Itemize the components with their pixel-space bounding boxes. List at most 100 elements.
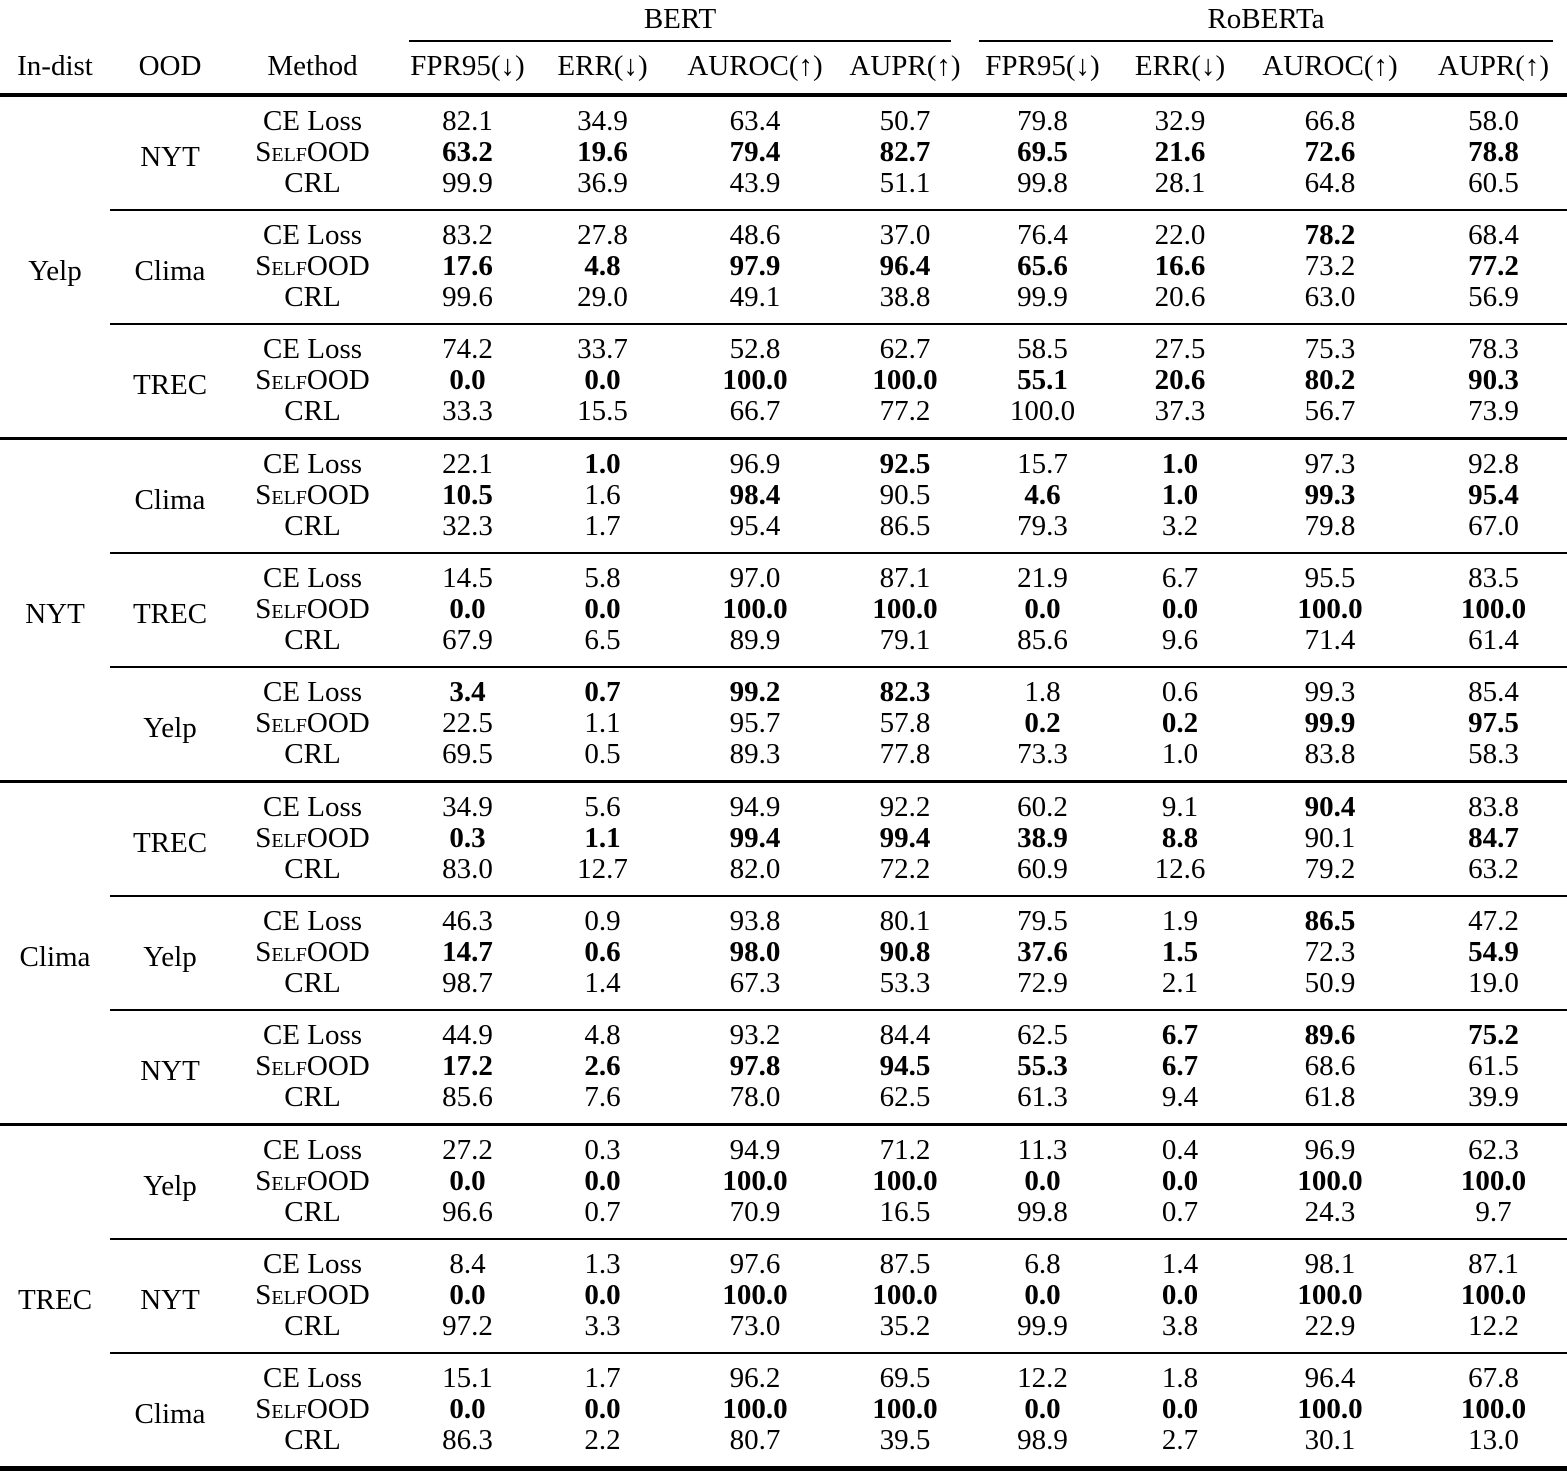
metric-value: 0.7	[584, 1197, 621, 1228]
metric-value: 98.4	[729, 480, 781, 511]
metric-value: 13.0	[1468, 1425, 1519, 1456]
method-label: CE Loss	[230, 1238, 395, 1280]
metric-value: 52.8	[665, 323, 845, 365]
metric-value: 43.9	[729, 168, 781, 199]
roberta-group-label: RoBERTa	[979, 4, 1553, 42]
metric-value: 51.1	[879, 168, 931, 199]
metric-value: 100.0	[1460, 1280, 1527, 1311]
metric-value: 9.1	[1120, 780, 1240, 823]
col-header-roberta-err: ERR(↓)	[1120, 42, 1240, 97]
metric-value: 5.6	[540, 780, 665, 823]
ood-label: TREC	[110, 323, 230, 439]
metric-value: 6.5	[584, 625, 621, 656]
metric-value: 61.5	[1468, 1051, 1519, 1082]
method-label: CE Loss	[230, 93, 395, 137]
metric-value: 7.6	[584, 1082, 621, 1113]
method-label: CRL	[284, 854, 341, 885]
method-label: CRL	[284, 396, 341, 427]
metric-value: 68.4	[1420, 209, 1567, 251]
metric-value: 83.8	[1420, 780, 1567, 823]
metric-value: 100.0	[1297, 1280, 1363, 1311]
metric-value: 8.8	[1161, 823, 1199, 854]
method-label: SelfOOD	[255, 1051, 370, 1082]
metric-value: 67.9	[442, 625, 493, 656]
metric-value: 87.1	[1420, 1238, 1567, 1280]
method-label: SelfOOD	[255, 708, 370, 739]
ood-label: Clima	[110, 1352, 230, 1469]
table-row: TREC CE Loss 74.2 33.7 52.8 62.7 58.5 27.5 75.3 7…	[0, 323, 1567, 439]
metric-value: 73.9	[1468, 396, 1519, 427]
metric-value: 90.5	[879, 480, 931, 511]
ood-label: Yelp	[110, 895, 230, 1010]
metric-value: 95.5	[1240, 552, 1420, 594]
metric-value: 62.3	[1420, 1123, 1567, 1166]
metric-value: 0.6	[584, 937, 621, 968]
metric-value: 98.0	[729, 937, 781, 968]
metric-value: 9.6	[1161, 625, 1199, 656]
metric-value: 14.5	[395, 552, 540, 594]
method-label: SelfOOD	[255, 1166, 370, 1197]
metric-value: 85.6	[442, 1082, 493, 1113]
method-label: SelfOOD	[255, 823, 370, 854]
metric-value: 100.0	[722, 1280, 788, 1311]
metric-value: 27.8	[540, 209, 665, 251]
metric-value: 60.2	[965, 780, 1120, 823]
table-row: Yelp CE Loss 3.4 0.7 99.2 82.3 1.8 0.6 99.3 85.4	[0, 666, 1567, 782]
metric-value: 78.2	[1240, 209, 1420, 251]
metric-value: 50.9	[1304, 968, 1356, 999]
col-header-roberta-auroc: AUROC(↑)	[1240, 42, 1420, 97]
metric-value: 0.0	[1161, 594, 1199, 625]
metric-value: 1.0	[540, 437, 665, 480]
metric-value: 99.9	[442, 168, 493, 199]
method-label: CRL	[284, 511, 341, 542]
metric-value: 95.7	[729, 708, 781, 739]
metric-value: 79.8	[1304, 511, 1356, 542]
method-label: CE Loss	[230, 437, 395, 480]
metric-value: 96.9	[665, 437, 845, 480]
table-row: TREC CE Loss 14.5 5.8 97.0 87.1 21.9 6.7 95.5 83.…	[0, 552, 1567, 667]
table-row: CRL 86.3 2.2 80.7 39.5 98.9 2.7 30.1 13.0	[0, 1425, 1567, 1469]
table-row: SelfOOD 0.0 0.0 100.0 100.0 0.0 0.0 100.0 100.0	[0, 1166, 1567, 1197]
metric-value: 75.2	[1420, 1009, 1567, 1051]
metric-value: 80.7	[729, 1425, 781, 1456]
ood-label: TREC	[110, 552, 230, 667]
metric-value: 90.1	[1304, 823, 1356, 854]
metric-value: 82.7	[879, 137, 931, 168]
metric-value: 0.0	[1024, 1394, 1061, 1425]
metric-value: 90.8	[879, 937, 931, 968]
metric-value: 1.0	[1161, 480, 1199, 511]
ood-label: TREC	[110, 780, 230, 896]
metric-value: 64.8	[1304, 168, 1356, 199]
metric-value: 21.9	[965, 552, 1120, 594]
ood-label: Clima	[110, 437, 230, 553]
metric-value: 0.0	[449, 365, 486, 396]
table-row: Yelp CE Loss 46.3 0.9 93.8 80.1 79.5 1.9 86.5 47.…	[0, 895, 1567, 1010]
metric-value: 100.0	[1460, 594, 1527, 625]
metric-value: 16.6	[1154, 251, 1206, 282]
metric-value: 50.7	[845, 93, 965, 137]
metric-value: 3.8	[1161, 1311, 1199, 1342]
metric-value: 83.2	[395, 209, 540, 251]
metric-value: 0.0	[584, 594, 621, 625]
metric-value: 84.7	[1468, 823, 1519, 854]
metric-value: 85.4	[1420, 666, 1567, 708]
metric-value: 99.2	[665, 666, 845, 708]
metric-value: 78.3	[1420, 323, 1567, 365]
method-label: SelfOOD	[255, 365, 370, 396]
metric-value: 14.7	[442, 937, 493, 968]
method-label: CRL	[284, 968, 341, 999]
metric-value: 0.4	[1120, 1123, 1240, 1166]
metric-value: 32.3	[442, 511, 493, 542]
metric-value: 0.0	[449, 1280, 486, 1311]
metric-value: 97.2	[442, 1311, 493, 1342]
table-row: SelfOOD 0.0 0.0 100.0 100.0 0.0 0.0 100.0 100.0	[0, 594, 1567, 625]
metric-value: 82.1	[395, 93, 540, 137]
metric-value: 4.8	[540, 1009, 665, 1051]
metric-value: 72.6	[1304, 137, 1356, 168]
header-spacer	[0, 2, 395, 42]
metric-value: 16.5	[879, 1197, 931, 1228]
metric-value: 100.0	[1297, 1394, 1363, 1425]
metric-value: 1.9	[1120, 895, 1240, 937]
metric-value: 99.4	[729, 823, 781, 854]
